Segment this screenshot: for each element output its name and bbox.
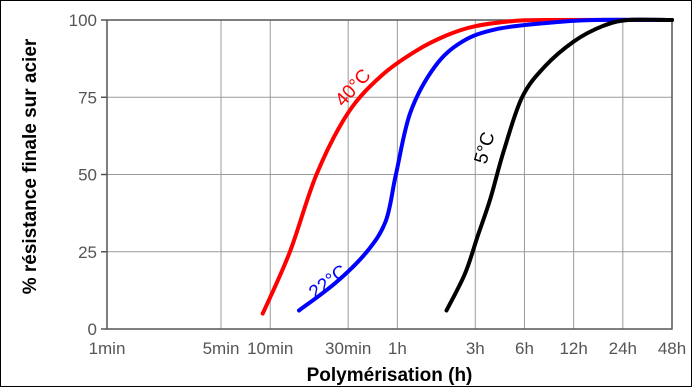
x-tick-label: 3h xyxy=(466,339,485,358)
y-tick-label: 75 xyxy=(78,88,97,107)
grid xyxy=(101,19,673,330)
x-tick-label: 24h xyxy=(609,339,637,358)
y-tick-label: 25 xyxy=(78,243,97,262)
y-tick-label: 50 xyxy=(78,166,97,185)
x-tick-label: 5min xyxy=(203,339,240,358)
series-line-2 xyxy=(444,17,674,313)
tick-labels: 1min 5min 10min 30min 1h 3h 6h 12h 24h 48h 0 25 50 75… xyxy=(69,11,687,358)
x-tick-label: 48h xyxy=(658,339,686,358)
curve-labels: 40°C22°C5°C xyxy=(305,65,499,303)
series-layer xyxy=(260,17,674,316)
plot-area xyxy=(106,19,673,330)
x-tick-label: 30min xyxy=(325,339,371,358)
series-label-1: 22°C xyxy=(305,261,352,303)
y-axis-title: % résistance finale sur acier xyxy=(20,38,41,294)
y-tick-label: 100 xyxy=(69,11,97,30)
x-tick-label: 6h xyxy=(515,339,534,358)
x-tick-label: 1min xyxy=(89,339,126,358)
x-tick-label: 10min xyxy=(247,339,293,358)
y-tick-label: 0 xyxy=(88,320,97,339)
series-line-0 xyxy=(260,17,674,316)
x-axis-title: Polymérisation (h) xyxy=(307,365,473,386)
series-line-1 xyxy=(297,17,674,313)
x-tick-label: 1h xyxy=(388,339,407,358)
x-tick-label: 12h xyxy=(559,339,587,358)
